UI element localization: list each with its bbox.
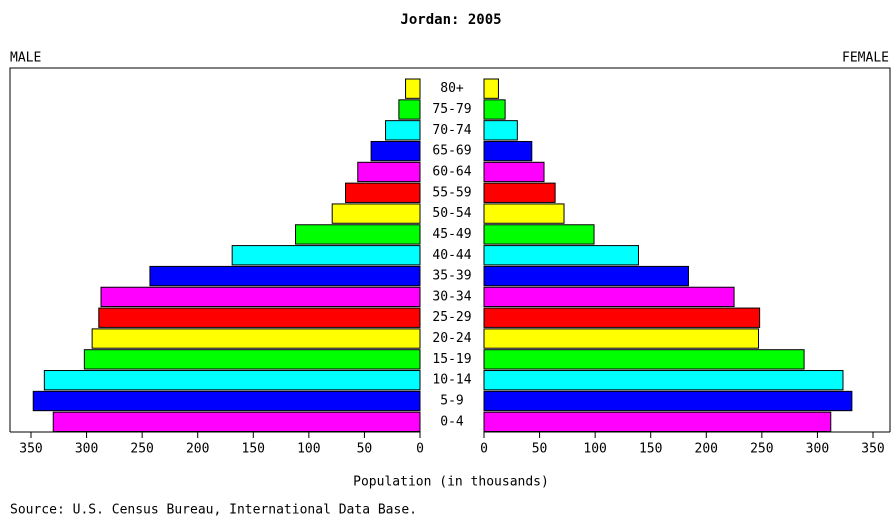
bar-female — [483, 390, 853, 412]
age-label: 60-64 — [432, 164, 471, 179]
bar-male — [345, 182, 421, 203]
bar-male — [91, 328, 421, 349]
bar-female — [483, 307, 761, 328]
x-axis-label: Population (in thousands) — [353, 475, 549, 490]
x-tick-label: 0 — [416, 442, 424, 457]
age-label: 55-59 — [432, 185, 471, 200]
x-tick-label: 50 — [532, 442, 548, 457]
bar-female — [483, 265, 690, 287]
age-label: 0-4 — [440, 414, 464, 429]
legend-male: MALE — [10, 51, 41, 66]
age-label: 40-44 — [432, 248, 471, 263]
bar-male — [398, 99, 421, 120]
x-tick-label: 200 — [186, 442, 209, 457]
chart-title: Jordan: 2005 — [400, 12, 501, 28]
x-tick-label: 250 — [130, 442, 153, 457]
x-tick-label: 100 — [583, 442, 606, 457]
bar-male — [385, 120, 421, 141]
bar-male — [370, 140, 421, 162]
x-tick-label: 200 — [695, 442, 718, 457]
age-label: 80+ — [440, 81, 464, 96]
bar-female — [483, 78, 499, 99]
x-tick-label: 150 — [639, 442, 662, 457]
bar-male — [32, 390, 421, 412]
bar-female — [483, 349, 805, 370]
age-label: 30-34 — [432, 289, 471, 304]
bar-female — [483, 120, 518, 141]
bar-female — [483, 224, 595, 245]
bar-male — [100, 286, 421, 308]
bar-female — [483, 140, 533, 162]
x-tick-label: 0 — [480, 442, 488, 457]
age-label: 5-9 — [440, 394, 463, 409]
x-tick-label: 350 — [861, 442, 884, 457]
age-label: 20-24 — [432, 331, 471, 346]
bar-male — [357, 161, 421, 183]
age-label: 70-74 — [432, 123, 471, 138]
bar-male — [405, 78, 421, 99]
x-tick-label: 300 — [806, 442, 829, 457]
age-label: 45-49 — [432, 227, 471, 242]
bar-male — [52, 411, 421, 433]
bar-female — [483, 203, 565, 224]
source: Source: U.S. Census Bureau, Internationa… — [10, 503, 417, 518]
age-label: 25-29 — [432, 310, 471, 325]
legend-female: FEMALE — [842, 51, 889, 66]
bar-male — [331, 203, 421, 224]
plot-frame — [9, 67, 891, 432]
bar-male — [98, 307, 421, 328]
bar-female — [483, 161, 545, 183]
bar-male — [149, 265, 421, 287]
bar-female — [483, 328, 760, 349]
bar-male — [295, 224, 421, 245]
bar-female — [483, 286, 735, 308]
age-label: 35-39 — [432, 269, 471, 284]
bar-male — [43, 370, 421, 391]
bar-female — [483, 370, 844, 391]
bar-male — [231, 245, 421, 266]
bar-male — [83, 349, 421, 370]
bar-female — [483, 99, 506, 120]
age-label: 15-19 — [432, 352, 471, 367]
x-tick-label: 250 — [750, 442, 773, 457]
bar-female — [483, 245, 639, 266]
x-tick-label: 150 — [242, 442, 265, 457]
bar-female — [483, 411, 832, 433]
x-tick-label: 100 — [297, 442, 320, 457]
age-label: 75-79 — [432, 102, 471, 117]
age-label: 50-54 — [432, 206, 471, 221]
bar-female — [483, 182, 556, 203]
x-tick-label: 300 — [75, 442, 98, 457]
x-tick-label: 350 — [19, 442, 42, 457]
age-label: 65-69 — [432, 144, 471, 159]
age-label: 10-14 — [432, 373, 471, 388]
x-tick-label: 50 — [357, 442, 373, 457]
